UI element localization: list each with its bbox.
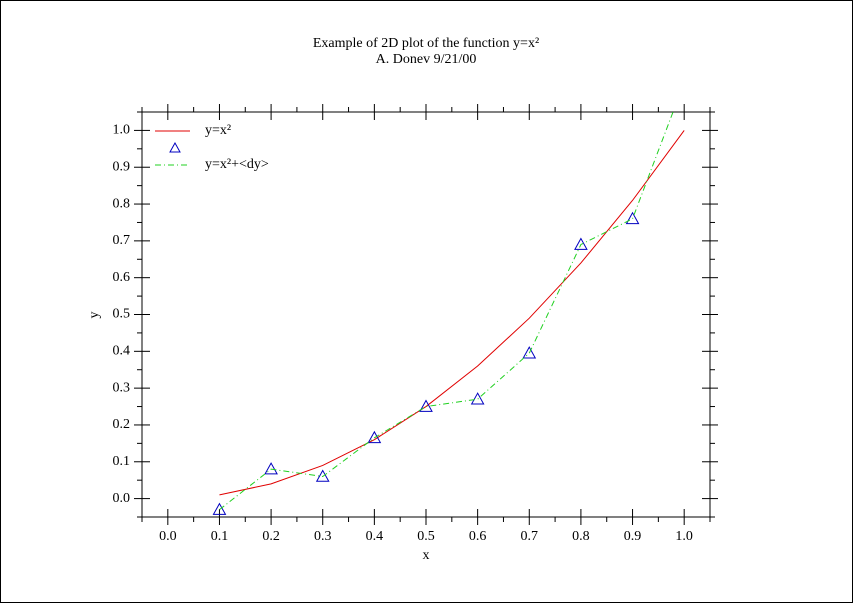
x-tick-label: 0.7 — [521, 529, 539, 544]
chart-title: Example of 2D plot of the function y=x² — [313, 36, 539, 51]
x-tick-label: 0.2 — [262, 529, 280, 544]
legend-label: y=x²+<dy> — [205, 157, 269, 172]
plot-area — [212, 112, 685, 515]
y-tick-label: 0.8 — [113, 196, 131, 211]
marker — [367, 430, 382, 444]
marker — [574, 237, 588, 250]
marker — [522, 346, 537, 359]
series-line — [219, 130, 685, 496]
marker — [419, 399, 433, 412]
x-tick-label: 0.8 — [572, 529, 590, 544]
legend-marker — [169, 141, 181, 153]
y-tick-label: 1.0 — [113, 123, 131, 138]
y-tick-label: 0.1 — [113, 454, 131, 469]
x-tick-label: 0.4 — [366, 529, 384, 544]
legend-label: y=x² — [205, 123, 231, 138]
x-tick-label: 0.1 — [211, 529, 229, 544]
x-tick-label: 0.9 — [624, 529, 642, 544]
y-tick-label: 0.4 — [113, 344, 131, 359]
y-tick-label: 0.6 — [113, 270, 131, 285]
chart-subtitle: A. Donev 9/21/00 — [376, 52, 477, 67]
marker — [315, 469, 330, 482]
y-tick-label: 0.2 — [113, 417, 131, 432]
x-tick-label: 1.0 — [675, 529, 693, 544]
y-tick-label: 0.3 — [113, 380, 131, 395]
x-axis-label: x — [423, 548, 430, 563]
marker — [212, 502, 227, 515]
series-line — [219, 112, 674, 511]
y-axis-label: y — [87, 312, 102, 319]
x-tick-label: 0.5 — [417, 529, 435, 544]
marker — [625, 211, 640, 225]
y-tick-label: 0.5 — [113, 307, 131, 322]
x-tick-label: 0.3 — [314, 529, 332, 544]
y-tick-label: 0.7 — [113, 233, 131, 248]
x-tick-label: 0.6 — [469, 529, 487, 544]
x-tick-label: 0.0 — [159, 529, 177, 544]
marker — [470, 392, 485, 405]
y-tick-label: 0.9 — [113, 159, 131, 174]
y-tick-label: 0.0 — [113, 491, 131, 506]
marker — [264, 462, 278, 475]
